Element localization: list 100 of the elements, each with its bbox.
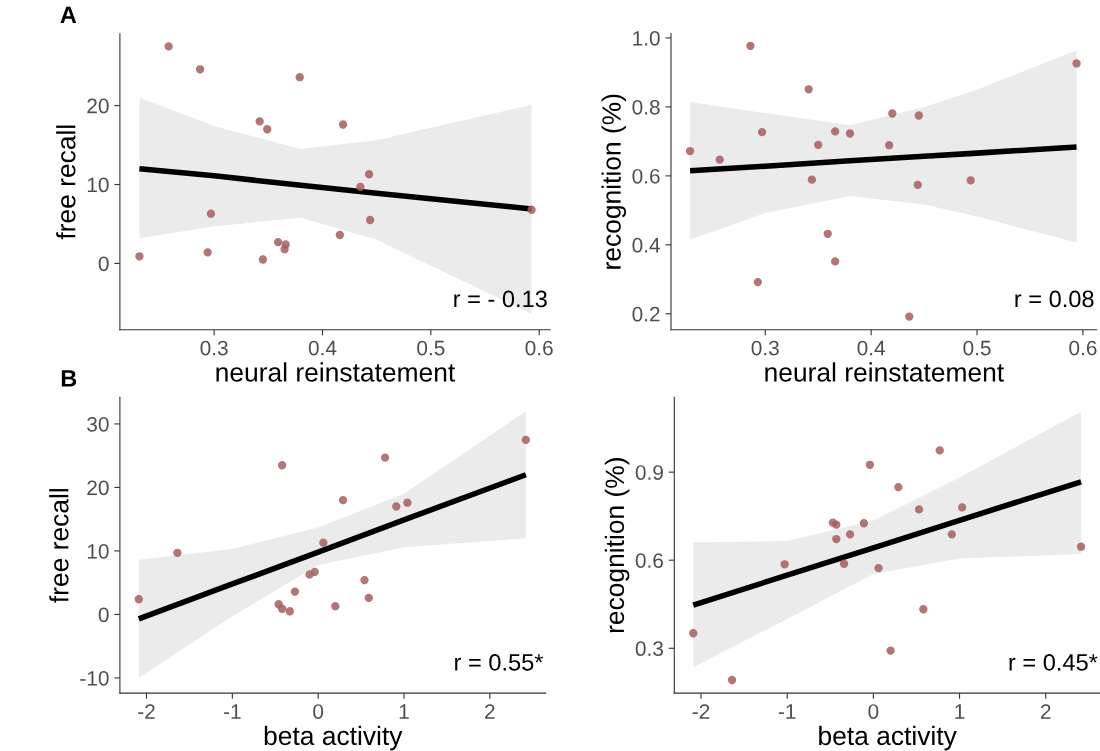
point — [957, 503, 967, 512]
point — [356, 182, 365, 192]
point — [403, 498, 412, 507]
point — [1076, 542, 1086, 551]
point — [338, 495, 348, 505]
y-tick-label: 1.0 — [633, 30, 660, 46]
y-tick-label: 10 — [87, 177, 109, 193]
point — [913, 180, 922, 190]
point — [914, 505, 924, 514]
x-tick-label: 0.5 — [417, 340, 445, 356]
y-tick-label: 20 — [87, 98, 109, 114]
point — [277, 604, 287, 613]
point — [173, 548, 182, 558]
point — [195, 65, 205, 74]
x-tick-label: 0.3 — [751, 340, 779, 356]
point — [757, 127, 767, 137]
annotation: r = 0.45* — [1009, 654, 1098, 671]
x-axis-title: beta activity — [819, 725, 957, 751]
point — [888, 109, 897, 118]
point — [134, 595, 143, 604]
x-tick-label: -2 — [692, 704, 710, 719]
point — [715, 155, 724, 164]
y-tick-label: 0 — [98, 256, 109, 272]
y-tick-label: 0.4 — [632, 237, 660, 253]
point — [884, 141, 894, 150]
point — [914, 111, 923, 120]
y-tick-label: 0.6 — [635, 553, 663, 568]
y-tick-label: 0 — [98, 607, 109, 623]
point — [947, 530, 956, 539]
point — [295, 73, 304, 82]
x-tick-label: 0 — [313, 704, 324, 719]
point — [360, 575, 369, 585]
point — [319, 538, 328, 547]
y-tick-label: 0.6 — [632, 168, 660, 184]
point — [164, 42, 173, 51]
y-tick-label: 0.9 — [635, 465, 663, 480]
point — [135, 252, 144, 261]
point — [830, 127, 840, 136]
point — [845, 530, 855, 539]
point — [807, 175, 817, 184]
point — [263, 125, 272, 134]
point — [832, 520, 841, 529]
annotation: r = - 0.13 — [454, 290, 547, 308]
x-tick-label: 0 — [868, 704, 879, 719]
x-axis-title: neural reinstatement — [765, 362, 1004, 382]
point — [280, 245, 289, 254]
point — [521, 435, 531, 444]
point — [894, 482, 903, 492]
x-tick-label: 0.6 — [525, 340, 553, 356]
point — [966, 176, 975, 185]
point — [935, 446, 944, 455]
point — [392, 502, 401, 511]
y-tick-label: 0.2 — [632, 306, 660, 322]
point — [685, 146, 695, 156]
x-axis-title: neural reinstatement — [216, 362, 456, 382]
point — [277, 461, 287, 470]
y-axis-title: recognition (%) — [604, 458, 630, 633]
x-tick-label: 1 — [399, 704, 409, 719]
annotation: r = 0.08 — [1015, 290, 1094, 308]
point — [364, 593, 373, 603]
point — [830, 257, 840, 266]
y-tick-label: 30 — [87, 416, 109, 432]
point — [1072, 59, 1081, 68]
x-tick-label: 0.6 — [1069, 340, 1097, 356]
point — [753, 277, 762, 287]
x-tick-label: 1 — [955, 704, 965, 719]
point — [919, 605, 928, 614]
point — [206, 209, 216, 218]
point — [905, 312, 914, 321]
point — [335, 230, 344, 240]
point — [258, 255, 268, 264]
point — [380, 453, 390, 462]
y-tick-label: 0.3 — [635, 641, 663, 657]
point — [290, 587, 300, 596]
point — [273, 237, 283, 247]
x-tick-label: -1 — [224, 704, 241, 719]
x-tick-label: -2 — [138, 704, 155, 719]
point — [845, 129, 855, 138]
y-tick-label: 10 — [87, 543, 109, 559]
x-tick-label: 2 — [485, 704, 495, 719]
point — [203, 248, 212, 257]
x-tick-label: 0.4 — [308, 340, 337, 356]
text: B — [61, 370, 77, 387]
x-tick-label: 0.5 — [963, 340, 991, 356]
point — [886, 646, 895, 655]
point — [331, 602, 340, 611]
y-tick-label: 20 — [87, 480, 109, 496]
point — [365, 215, 375, 225]
point — [804, 85, 813, 94]
y-axis-title: free recall — [49, 489, 69, 603]
point — [823, 229, 832, 238]
y-axis-title: free recall — [56, 125, 76, 240]
point — [527, 205, 536, 214]
x-tick-label: 0.3 — [200, 340, 228, 356]
point — [865, 460, 875, 469]
x-tick-label: 0.4 — [857, 340, 886, 356]
point — [746, 41, 755, 51]
point — [814, 140, 823, 150]
point — [727, 675, 737, 685]
point — [780, 560, 789, 569]
